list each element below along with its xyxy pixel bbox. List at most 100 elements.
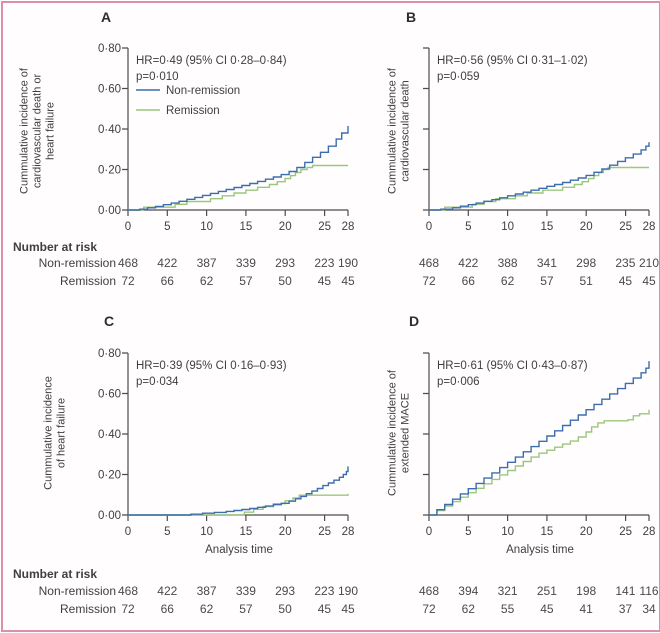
risk-value: 198 — [576, 584, 597, 598]
y-tick-label: 0·80 — [98, 348, 121, 360]
y-tick-label: 0·60 — [98, 84, 121, 96]
risk-value: 50 — [278, 602, 292, 616]
risk-value: 293 — [275, 584, 296, 598]
risk-value: 210 — [638, 256, 660, 270]
risk-value: 41 — [579, 602, 593, 616]
panel-b-letter: B — [406, 9, 417, 25]
x-tick-label: 0 — [426, 221, 432, 233]
y-axis-label-line: Cummulative incidence — [42, 376, 55, 490]
risk-value: 37 — [618, 602, 633, 616]
panel-c-plot: 0·00 0·20 0·40 0·60 0·80 0 5 10 15 20 25… — [98, 348, 355, 538]
risk-value: 66 — [160, 274, 174, 288]
risk-value: 45 — [618, 274, 633, 288]
hr-annotation: HR=0·61 (95% CI 0·43–0·87) — [437, 360, 588, 372]
risk-value: 468 — [117, 256, 139, 270]
p-value-annotation: p=0·006 — [437, 376, 480, 388]
y-axis — [122, 352, 129, 516]
risk-value: 468 — [117, 584, 139, 598]
risk-value: 45 — [317, 274, 332, 288]
x-tick-label: 0 — [125, 526, 131, 538]
risk-value: 57 — [239, 274, 253, 288]
risk-value: 235 — [615, 256, 636, 270]
risk-value: 66 — [160, 602, 174, 616]
risk-value: 223 — [314, 256, 335, 270]
x-tick-label: 10 — [501, 526, 514, 538]
risk-value: 339 — [235, 256, 256, 270]
y-axis — [423, 352, 430, 516]
x-tick-label: 28 — [643, 221, 656, 233]
x-tick-label: 10 — [501, 221, 514, 233]
risk-value: 57 — [540, 274, 554, 288]
risk-value: 45 — [642, 274, 656, 288]
risk-value: 422 — [458, 256, 479, 270]
number-at-risk-header: Number at risk — [13, 567, 98, 581]
non-remission-curve — [128, 126, 349, 211]
remission-curve — [429, 409, 650, 516]
x-tick-label: 20 — [279, 526, 292, 538]
risk-value: 339 — [235, 584, 256, 598]
non-remission-curve — [429, 361, 650, 516]
y-tick-label: 0·00 — [98, 205, 121, 217]
risk-row-label-non-remission: Non-remission — [38, 256, 116, 270]
p-value-annotation: p=0·010 — [136, 71, 179, 83]
risk-value: 394 — [458, 584, 479, 598]
panel-c-y-axis-label: Cummulative incidence of heart failure — [34, 346, 78, 521]
risk-value: 72 — [121, 602, 135, 616]
panel-c-letter: C — [104, 313, 115, 329]
x-tick-label: 28 — [643, 526, 656, 538]
x-axis — [127, 209, 349, 216]
x-tick-label: 28 — [342, 526, 355, 538]
risk-value: 321 — [497, 584, 518, 598]
x-tick-label: 25 — [318, 221, 331, 233]
risk-value: 62 — [199, 602, 214, 616]
risk-value: 251 — [536, 584, 557, 598]
hr-annotation: HR=0·56 (95% CI 0·31–1·02) — [437, 55, 588, 67]
x-tick-label: 5 — [465, 221, 471, 233]
risk-value: 190 — [337, 256, 359, 270]
remission-curve — [128, 493, 349, 516]
risk-value: 51 — [579, 274, 593, 288]
risk-value: 55 — [500, 602, 515, 616]
risk-value: 62 — [500, 274, 515, 288]
x-axis — [127, 514, 349, 521]
panel-a-y-axis-label: Cummulative incidence of cardiovascular … — [16, 44, 60, 219]
y-tick-label: 0·60 — [98, 389, 121, 401]
y-tick-label: 0·00 — [98, 510, 121, 522]
risk-value: 57 — [239, 602, 253, 616]
remission-curve — [429, 166, 649, 211]
x-tick-label: 25 — [318, 526, 331, 538]
risk-value: 298 — [576, 256, 597, 270]
x-axis — [428, 514, 650, 521]
y-axis-label-line: heart failure — [44, 101, 56, 161]
p-value-annotation: p=0·034 — [136, 376, 179, 388]
risk-value: 223 — [314, 584, 335, 598]
risk-value: 45 — [341, 274, 355, 288]
x-tick-label: 0 — [426, 526, 432, 538]
risk-value: 45 — [317, 602, 332, 616]
risk-value: 387 — [196, 256, 217, 270]
panel-c-x-axis-title: Analysis time — [205, 544, 273, 556]
risk-value: 62 — [199, 274, 214, 288]
legend-non-remission-label: Non-remission — [166, 85, 240, 97]
x-tick-label: 15 — [240, 221, 253, 233]
y-tick-label: 0·20 — [98, 470, 121, 482]
risk-value: 72 — [422, 602, 436, 616]
risk-value: 141 — [615, 584, 636, 598]
risk-value: 468 — [418, 584, 440, 598]
x-tick-label: 25 — [619, 221, 632, 233]
risk-value: 293 — [275, 256, 296, 270]
remission-curve — [128, 164, 348, 211]
y-axis-label-line: Cummulative incidence of — [18, 68, 30, 194]
x-tick-label: 5 — [164, 221, 170, 233]
x-tick-label: 20 — [580, 526, 593, 538]
risk-value: 45 — [341, 602, 355, 616]
x-tick-label: 5 — [465, 526, 471, 538]
non-remission-curve — [429, 142, 650, 211]
panel-b-plot: 0 5 10 15 20 25 28 HR=0·56 (95% CI 0·31–… — [423, 47, 656, 233]
x-tick-label: 15 — [240, 526, 253, 538]
x-tick-label: 20 — [279, 221, 292, 233]
risk-value: 66 — [461, 274, 475, 288]
panel-a-plot: 0·00 0·20 0·40 0·60 0·80 0 5 10 15 20 25… — [98, 43, 354, 233]
panel-d-x-axis-title: Analysis time — [506, 544, 574, 556]
